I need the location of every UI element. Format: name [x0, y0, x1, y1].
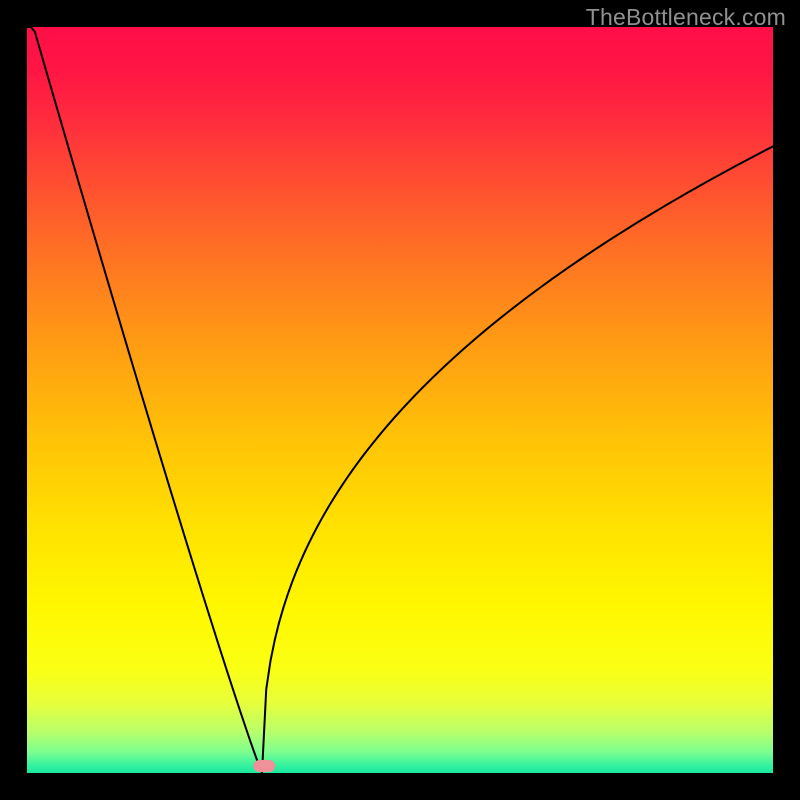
chart-svg [0, 0, 800, 800]
figure-canvas: TheBottleneck.com [0, 0, 800, 800]
watermark-text: TheBottleneck.com [586, 4, 786, 31]
plot-background [27, 27, 773, 773]
optimum-marker [253, 760, 275, 772]
